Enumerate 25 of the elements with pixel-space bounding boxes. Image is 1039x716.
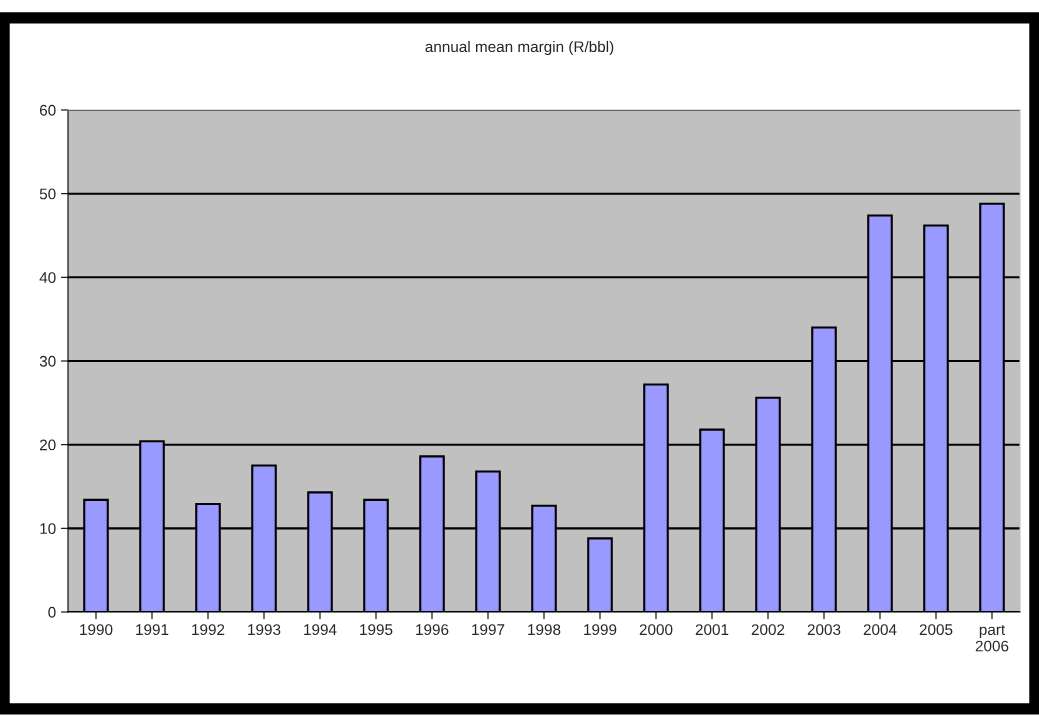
y-tick-label: 30 [39, 355, 56, 367]
x-tick-label: 2001 [695, 624, 729, 636]
y-tick-label: 0 [48, 606, 56, 618]
y-tick-label: 10 [40, 523, 56, 535]
x-tick-label: 2004 [863, 624, 897, 636]
x-tick-label: part 2006 [975, 625, 1009, 652]
x-tick-label: 2005 [919, 624, 953, 636]
x-tick-label: 2002 [751, 624, 785, 636]
x-tick-label: 1993 [248, 624, 281, 636]
x-tick-label: 2000 [639, 624, 673, 636]
x-tick-label: 1997 [472, 624, 505, 636]
y-tick-label: 40 [39, 272, 56, 284]
y-tick-label: 60 [39, 104, 56, 116]
x-tick-label: 1999 [584, 624, 617, 636]
chart-title: annual mean margin (R/bbl) [425, 40, 614, 56]
x-tick-label: 1996 [416, 624, 449, 636]
x-tick-label: 2003 [807, 624, 841, 636]
x-tick-label: 1994 [304, 624, 337, 636]
y-tick-label: 50 [39, 188, 56, 200]
x-tick-label: 1998 [528, 624, 561, 636]
x-tick-label: 1995 [360, 624, 393, 636]
y-tick-label: 20 [39, 439, 56, 451]
x-tick-label: 1992 [192, 624, 225, 636]
x-tick-label: 1991 [136, 624, 169, 636]
x-tick-label: 1990 [80, 624, 113, 636]
